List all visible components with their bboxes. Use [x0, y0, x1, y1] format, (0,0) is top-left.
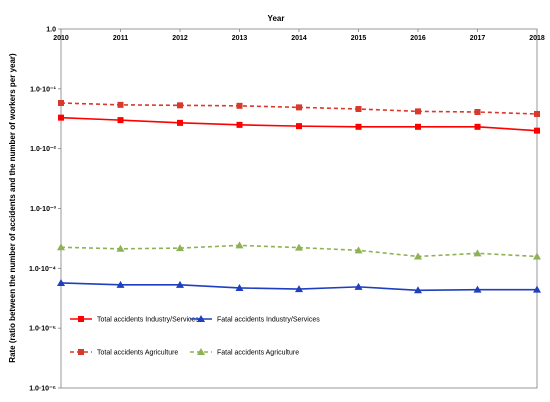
data-point — [176, 244, 184, 252]
series-2 — [57, 278, 541, 294]
data-point — [177, 102, 183, 109]
series-3 — [58, 99, 540, 117]
data-point — [235, 283, 244, 291]
legend-label: Total accidents Industry/Services — [97, 317, 199, 324]
data-point — [533, 252, 541, 260]
legend-label: Fatal accidents Industry/Services — [217, 317, 320, 324]
data-point — [116, 280, 125, 288]
data-point — [354, 282, 363, 290]
y-tick-label: 1.0·10⁻⁶ — [29, 386, 56, 393]
legend-label: Fatal accidents Agriculture — [217, 350, 299, 357]
data-point — [236, 102, 243, 109]
x-tick-label: 2011 — [113, 35, 128, 42]
data-point — [355, 123, 362, 130]
y-tick-label: 1.0·10⁻⁵ — [29, 326, 56, 333]
legend-entry: Fatal accidents Agriculture — [190, 348, 299, 357]
legend-marker — [197, 348, 205, 355]
data-point — [354, 246, 363, 254]
legend-marker — [78, 349, 84, 355]
series-1 — [58, 114, 540, 134]
legend-entry: Fatal accidents Industry/Services — [190, 315, 320, 324]
y-axis: 1.0 1.0·10⁻¹ 1.0·10⁻² 1.0·10⁻³ 1.0·10⁻⁴ 1.0·1… — [29, 27, 61, 393]
data-point — [473, 249, 482, 257]
x-tick-label: 2017 — [470, 35, 486, 42]
data-point — [414, 286, 422, 294]
data-point — [296, 123, 302, 130]
data-point — [117, 101, 124, 108]
data-point — [473, 285, 482, 293]
legend-marker — [78, 316, 84, 322]
legend-entry: Total accidents Industry/Services — [70, 316, 199, 324]
data-point — [415, 108, 421, 115]
x-tick-label: 2014 — [291, 35, 307, 42]
legend-marker — [197, 315, 205, 322]
x-tick-label: 2015 — [351, 35, 367, 42]
data-point — [58, 114, 64, 121]
data-point — [474, 123, 481, 130]
data-point — [295, 285, 303, 293]
data-point — [235, 241, 244, 249]
x-tick-label: 2010 — [53, 35, 69, 42]
data-point — [58, 99, 64, 106]
x-tick-label: 2012 — [172, 35, 188, 42]
x-axis: 2010 2011 2012 2013 2014 2015 2016 2017 2018 — [53, 29, 545, 42]
data-point — [236, 121, 243, 128]
y-tick-label: 1.0 — [46, 27, 56, 34]
y-axis-title: Rate (ratio between the number of accide… — [8, 53, 17, 363]
data-point — [57, 243, 65, 251]
legend: Total accidents Industry/Services Fatal a… — [70, 315, 320, 357]
plot-frame — [60, 28, 538, 389]
series-4 — [57, 241, 541, 260]
data-point — [295, 243, 303, 251]
data-point — [533, 285, 541, 293]
y-tick-label: 1.0·10⁻² — [30, 146, 57, 153]
data-point — [57, 278, 65, 286]
series-layer — [57, 99, 541, 294]
data-point — [474, 109, 481, 116]
x-tick-label: 2016 — [410, 35, 426, 42]
x-tick-label: 2013 — [232, 35, 248, 42]
y-tick-label: 1.0·10⁻¹ — [30, 86, 57, 93]
data-point — [534, 127, 540, 134]
data-point — [414, 252, 422, 260]
y-tick-label: 1.0·10⁻³ — [30, 206, 57, 213]
data-point — [296, 104, 302, 111]
data-point — [117, 117, 124, 124]
y-tick-label: 1.0·10⁻⁴ — [29, 266, 57, 273]
data-point — [355, 106, 362, 113]
data-point — [534, 110, 540, 117]
data-point — [177, 119, 183, 126]
legend-entry: Total accidents Agriculture — [70, 349, 178, 357]
legend-label: Total accidents Agriculture — [97, 350, 178, 357]
x-tick-label: 2018 — [529, 35, 545, 42]
data-point — [116, 244, 125, 252]
data-point — [415, 123, 421, 130]
data-point — [176, 280, 184, 288]
x-axis-title: Year — [268, 14, 285, 23]
